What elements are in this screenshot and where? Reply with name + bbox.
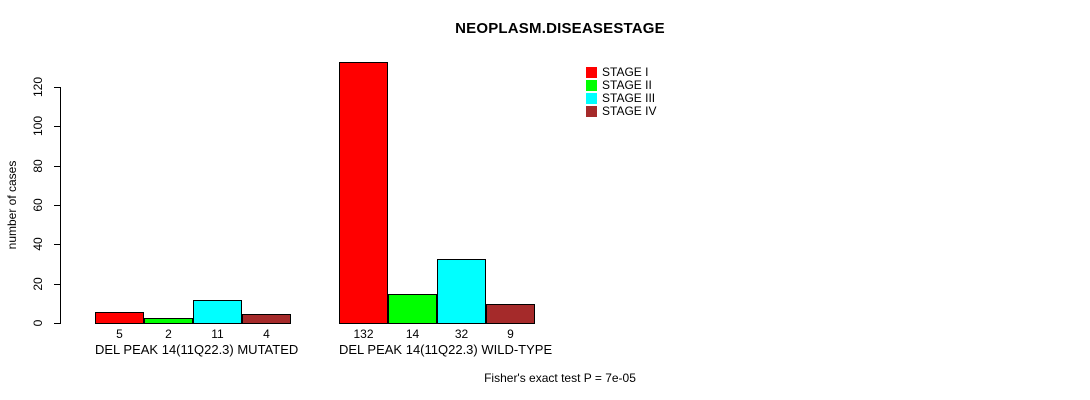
bar-stage-iii: [193, 300, 242, 324]
y-tick-label: 60: [31, 198, 45, 212]
y-tick-mark: [54, 205, 60, 206]
y-tick-label: 120: [31, 76, 45, 98]
legend-row: STAGE III: [586, 92, 656, 105]
y-tick-mark: [54, 87, 60, 88]
y-axis-line: [60, 87, 61, 324]
bar-stage-ii: [388, 294, 437, 324]
y-tick-label: 40: [31, 237, 45, 251]
bar-stage-i: [339, 62, 388, 324]
legend-label: STAGE IV: [602, 104, 657, 118]
bar-value-label: 11: [211, 327, 224, 341]
y-tick-mark: [54, 244, 60, 245]
chart-title: NEOPLASM.DISEASESTAGE: [455, 20, 665, 37]
bar-stage-iv: [486, 304, 535, 324]
bar-value-label: 132: [353, 327, 374, 341]
y-tick-label: 80: [31, 159, 45, 173]
y-tick-label: 100: [31, 115, 45, 137]
legend-swatch-stage-i: [586, 67, 597, 78]
bar-stage-iii: [437, 259, 486, 324]
bar-value-label: 5: [116, 327, 123, 341]
y-tick-label: 0: [31, 319, 45, 327]
y-tick-mark: [54, 126, 60, 127]
legend-swatch-stage-iii: [586, 93, 597, 104]
legend-label: STAGE I: [602, 65, 649, 79]
y-tick-label: 20: [31, 277, 45, 291]
bar-value-label: 14: [405, 327, 420, 341]
bar-stage-i: [95, 312, 144, 324]
bar-value-label: 32: [454, 327, 469, 341]
fisher-test-annotation: Fisher's exact test P = 7e-05: [484, 371, 636, 385]
bar-value-label: 2: [165, 327, 172, 341]
y-tick-mark: [54, 166, 60, 167]
group-label: DEL PEAK 14(11Q22.3) WILD-TYPE: [339, 342, 553, 357]
legend-label: STAGE II: [602, 78, 652, 92]
y-tick-mark: [54, 284, 60, 285]
bar-value-label: 9: [507, 327, 514, 341]
bar-value-label: 4: [263, 327, 270, 341]
legend-row: STAGE IV: [586, 105, 656, 118]
group-label: DEL PEAK 14(11Q22.3) MUTATED: [95, 342, 299, 357]
bar-stage-ii: [144, 318, 193, 324]
y-tick-mark: [54, 323, 60, 324]
bar-stage-iv: [242, 314, 291, 324]
y-axis-title: number of cases: [5, 160, 19, 250]
legend-swatch-stage-iv: [586, 106, 597, 117]
legend-row: STAGE I: [586, 66, 656, 79]
legend-label: STAGE III: [602, 91, 656, 105]
legend-row: STAGE II: [586, 79, 656, 92]
legend-swatch-stage-ii: [586, 80, 597, 91]
legend: STAGE I STAGE II STAGE III STAGE IV: [586, 66, 656, 118]
